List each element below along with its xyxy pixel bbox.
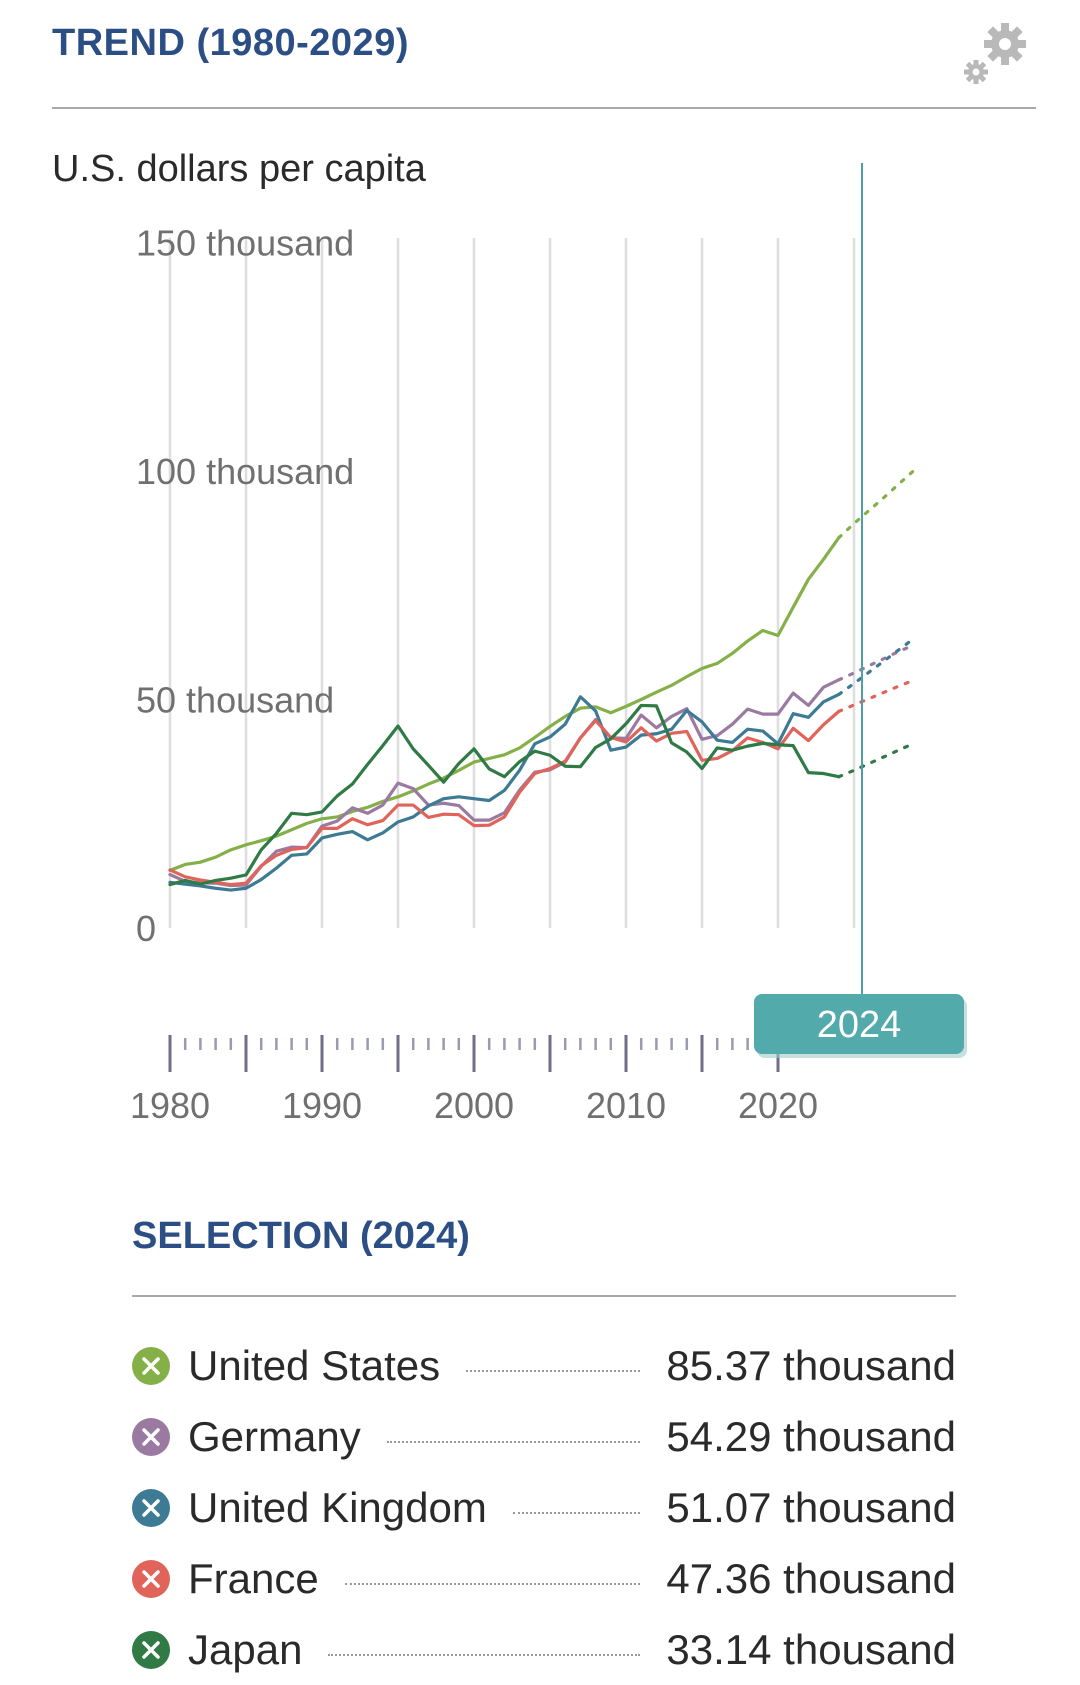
y-tick-label: 100 thousand — [136, 451, 354, 492]
series-forecast-line — [837, 678, 917, 713]
series-forecast-line — [837, 636, 917, 697]
legend-country-name: Japan — [188, 1625, 303, 1673]
selection-legend: United States 85.37 thousand Germany 54.… — [132, 1330, 956, 1685]
x-tick-label: 2000 — [434, 1085, 514, 1126]
gears-icon[interactable] — [955, 14, 1035, 94]
header-divider — [52, 107, 1036, 109]
close-circle-icon[interactable] — [132, 1346, 170, 1385]
dot-leader — [328, 1653, 641, 1656]
legend-value: 47.36 thousand — [666, 1554, 956, 1602]
chart-title: TREND (1980-2029) — [52, 22, 409, 64]
selected-year-badge — [754, 994, 964, 1054]
selection-divider — [132, 1295, 956, 1297]
legend-country-name: Germany — [188, 1412, 361, 1460]
series-forecast-line — [837, 741, 917, 779]
y-tick-label: 150 thousand — [136, 223, 354, 264]
x-tick-label: 1980 — [130, 1085, 210, 1126]
trend-chart: 0 50 thousand 100 thousand 150 thousand 1980… — [130, 163, 967, 1126]
legend-item-japan[interactable]: Japan 33.14 thousand — [132, 1614, 956, 1685]
series-forecast-line — [837, 643, 917, 682]
y-tick-label: 50 thousand — [136, 680, 334, 721]
legend-item-united-kingdom[interactable]: United Kingdom 51.07 thousand — [132, 1472, 956, 1543]
close-circle-icon[interactable] — [132, 1488, 170, 1527]
legend-value: 85.37 thousand — [666, 1341, 956, 1389]
legend-item-france[interactable]: France 47.36 thousand — [132, 1543, 956, 1614]
series-line — [168, 709, 841, 887]
legend-value: 54.29 thousand — [666, 1412, 956, 1460]
y-axis-unit-label: U.S. dollars per capita — [52, 148, 426, 190]
close-circle-icon[interactable] — [132, 1559, 170, 1598]
x-tick-label: 2010 — [586, 1085, 666, 1126]
selection-title: SELECTION (2024) — [132, 1215, 470, 1257]
selected-year-label: 2024 — [817, 1004, 902, 1046]
dot-leader — [466, 1369, 641, 1372]
dot-leader — [386, 1440, 641, 1443]
dot-leader — [512, 1511, 641, 1514]
legend-item-germany[interactable]: Germany 54.29 thousand — [132, 1401, 956, 1472]
dot-leader — [344, 1582, 641, 1585]
legend-country-name: France — [188, 1554, 319, 1602]
legend-value: 33.14 thousand — [666, 1625, 956, 1673]
x-tick-label: 2020 — [738, 1085, 818, 1126]
y-tick-label: 0 — [136, 908, 156, 949]
series-line — [168, 703, 841, 887]
legend-country-name: United Kingdom — [188, 1483, 487, 1531]
legend-value: 51.07 thousand — [666, 1483, 956, 1531]
series-forecast-line — [837, 468, 917, 540]
x-tick-label: 1990 — [282, 1085, 362, 1126]
legend-country-name: United States — [188, 1341, 441, 1389]
series-line — [168, 692, 841, 892]
close-circle-icon[interactable] — [132, 1417, 170, 1456]
series-line — [168, 678, 841, 888]
series-line — [168, 536, 841, 873]
close-circle-icon[interactable] — [132, 1630, 170, 1669]
legend-item-united-states[interactable]: United States 85.37 thousand — [132, 1330, 956, 1401]
